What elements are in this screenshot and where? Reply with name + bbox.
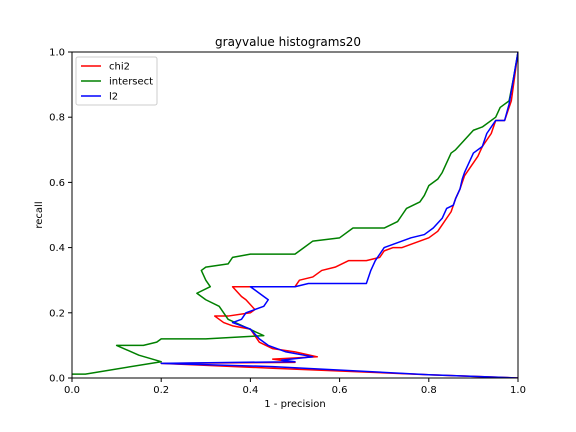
x-tick-label: 0.6 — [332, 385, 348, 396]
x-tick-label: 1.0 — [510, 385, 526, 396]
series-line-chi2 — [160, 52, 518, 378]
series-line-intersect — [72, 52, 518, 375]
chart-title: grayvalue histograms20 — [215, 35, 361, 49]
y-tick-label: 0.6 — [49, 178, 65, 189]
x-axis: 0.0 0.2 0.4 0.6 0.8 1.0 — [64, 378, 526, 396]
x-tick-label: 0.8 — [421, 385, 437, 396]
y-axis-label: recall — [34, 201, 45, 228]
series-lines — [72, 52, 518, 378]
y-tick-label: 0.8 — [49, 113, 65, 124]
y-tick-label: 1.0 — [49, 48, 65, 59]
x-tick-label: 0.2 — [153, 385, 169, 396]
plot-frame — [71, 51, 519, 379]
legend-label-intersect: intersect — [109, 77, 153, 88]
legend: chi2 intersect l2 — [75, 56, 158, 106]
x-axis-label: 1 - precision — [264, 399, 325, 410]
legend-label-l2: l2 — [109, 92, 118, 103]
y-tick-label: 0.2 — [49, 308, 65, 319]
legend-box — [75, 56, 158, 106]
y-axis: 0.0 0.2 0.4 0.6 0.8 1.0 — [49, 48, 72, 385]
series-line-l2 — [160, 52, 518, 378]
y-tick-label: 0.4 — [49, 243, 65, 254]
legend-label-chi2: chi2 — [109, 62, 130, 73]
y-tick-label: 0.0 — [49, 374, 65, 385]
x-tick-label: 0.4 — [242, 385, 258, 396]
x-tick-label: 0.0 — [64, 385, 80, 396]
